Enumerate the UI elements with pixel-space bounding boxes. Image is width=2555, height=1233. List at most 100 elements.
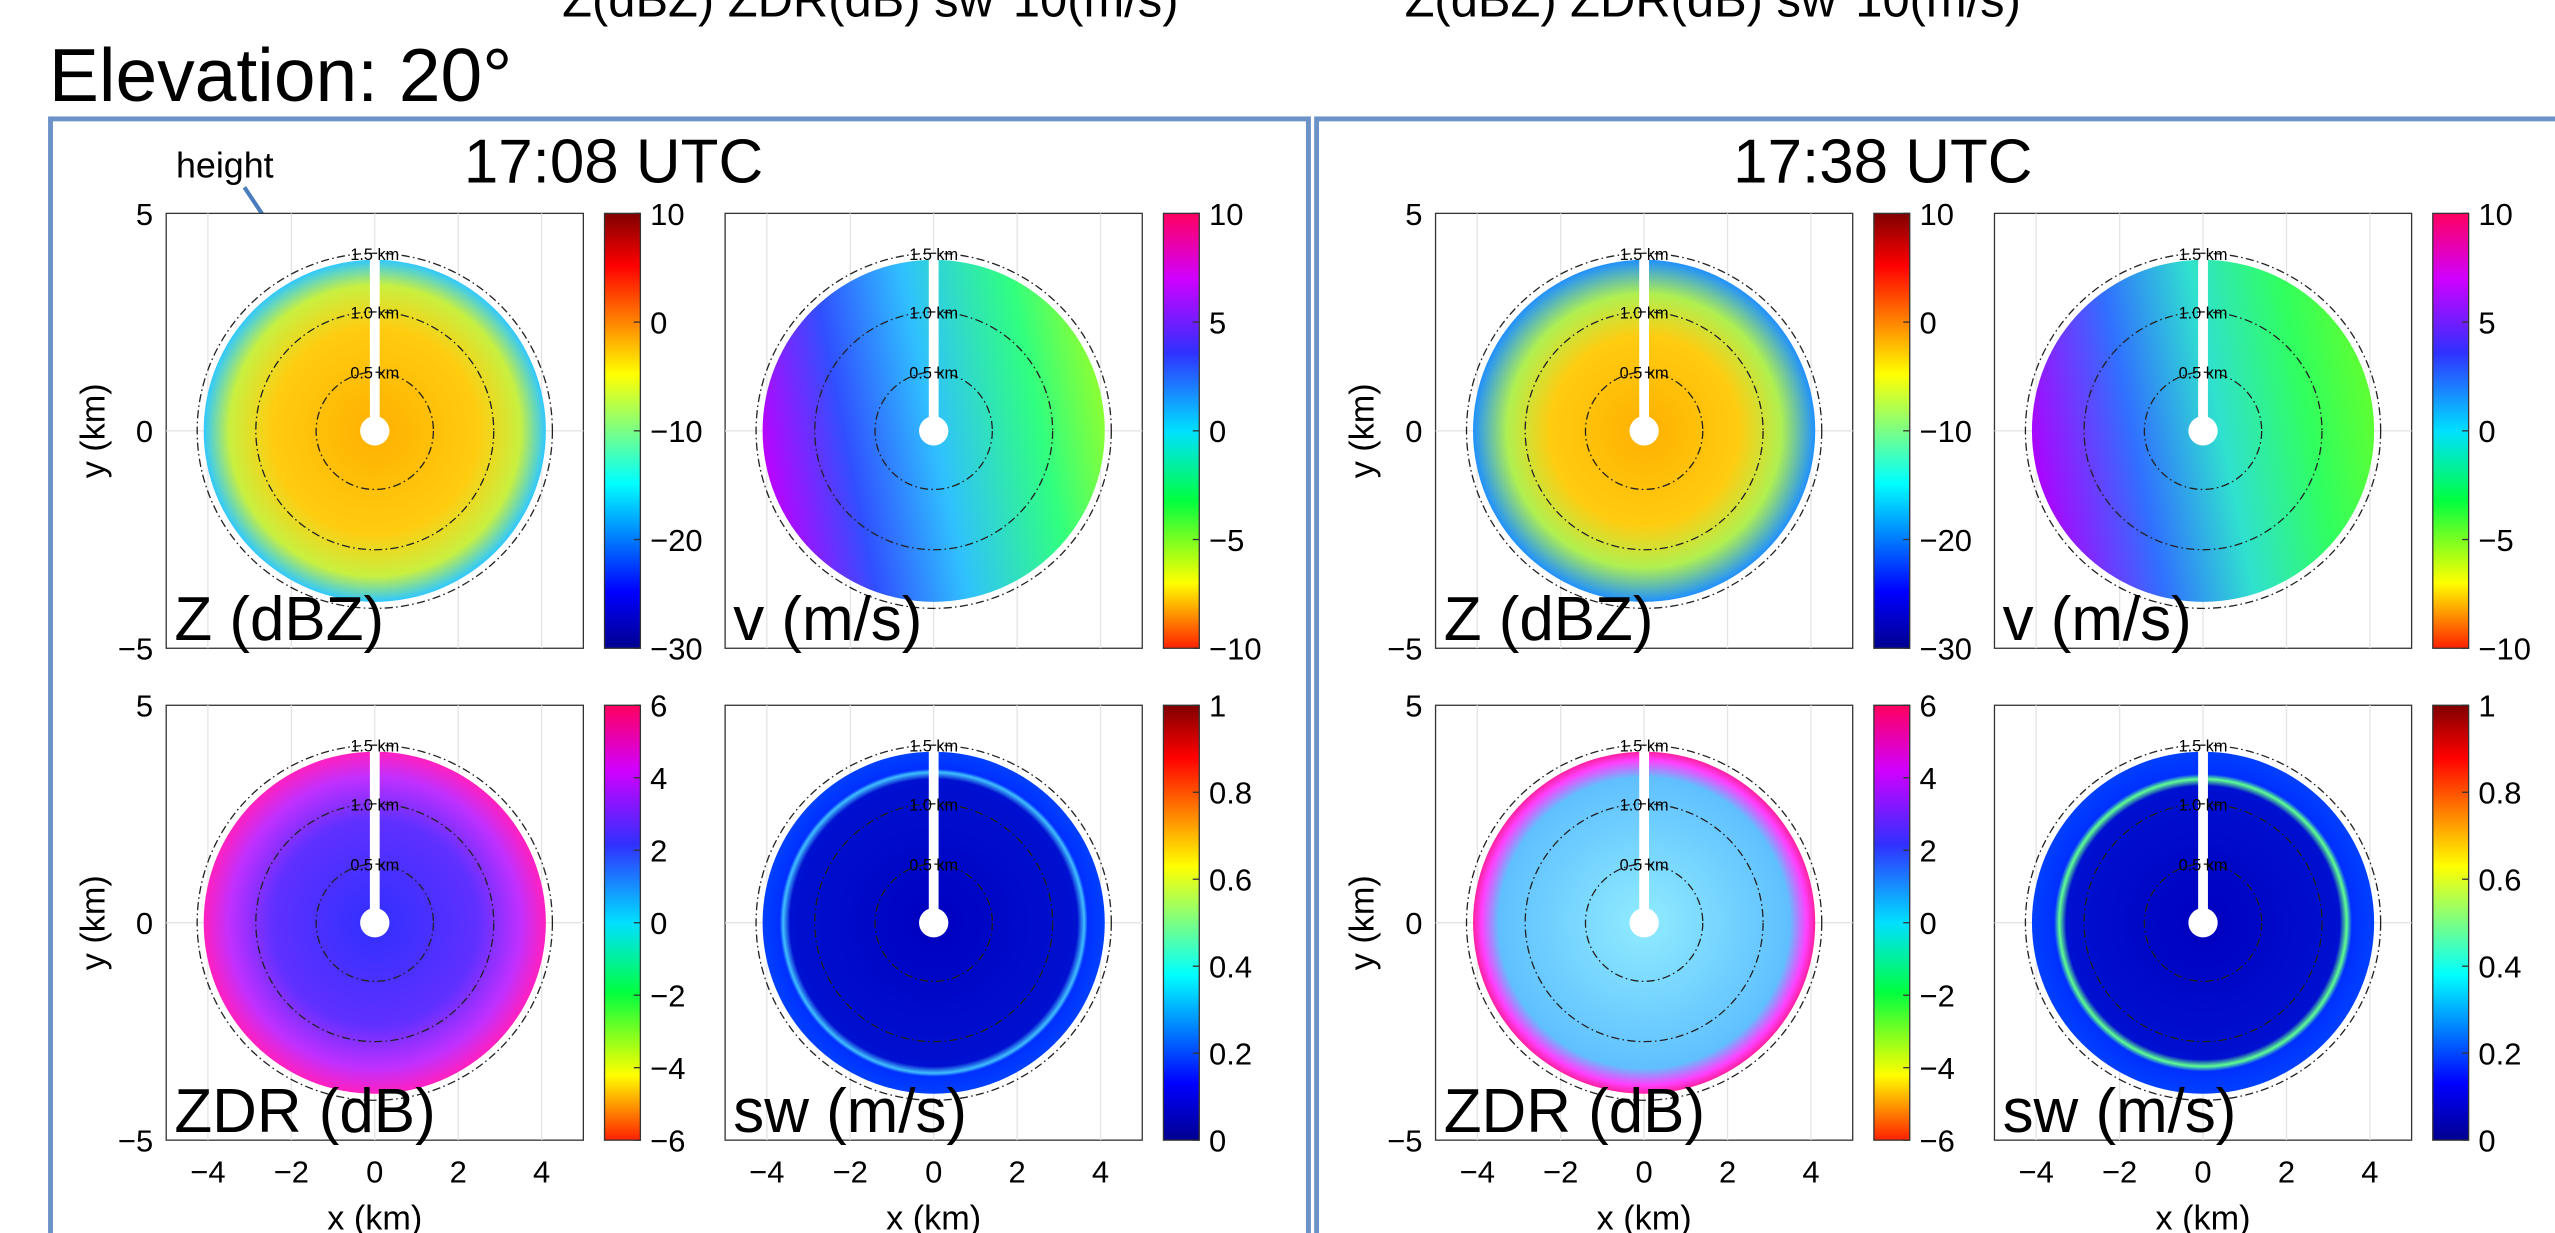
colorbar-tick-label: 1 — [2478, 689, 2495, 724]
range-ring-label: 0.5 km — [2179, 857, 2228, 875]
range-ring — [255, 311, 495, 551]
colorbar — [1162, 704, 1200, 1141]
y-axis-label: y (km) — [1344, 383, 1382, 478]
colorbar-tick-label: 0.4 — [2478, 950, 2521, 985]
colorbar-tick-label: 0 — [1920, 906, 1937, 941]
colorbar-tick-label: 0.4 — [1209, 950, 1252, 985]
y-axis-label: y (km) — [74, 875, 112, 970]
range-ring — [196, 252, 554, 610]
colorbar-tick-label: 0.2 — [2478, 1037, 2521, 1072]
range-ring-label: 1.5 km — [909, 246, 958, 264]
colorbar-tick-label: 0.2 — [1209, 1037, 1252, 1072]
group-frame — [48, 116, 1311, 1233]
colorbar-tick-label: 0 — [650, 306, 667, 341]
y-tick-label: 0 — [136, 414, 153, 449]
range-ring-label: 1.0 km — [2179, 796, 2228, 814]
range-ring-label: 1.5 km — [909, 738, 958, 756]
x-tick-label: −2 — [833, 1155, 868, 1190]
range-ring-label: 1.0 km — [350, 796, 399, 814]
center-hole — [919, 416, 949, 446]
range-ring — [1524, 311, 1764, 551]
x-tick-label: −4 — [749, 1155, 784, 1190]
y-tick-label: 0 — [1405, 414, 1422, 449]
range-ring — [814, 803, 1054, 1043]
y-tick-label: −5 — [118, 632, 153, 667]
x-tick-label: 4 — [1092, 1155, 1109, 1190]
range-ring-label: 1.5 km — [350, 738, 399, 756]
x-tick-label: −2 — [274, 1155, 309, 1190]
range-ring-label: 1.0 km — [909, 796, 958, 814]
colorbar-tick-label: 6 — [650, 689, 667, 724]
y-tick-label: 5 — [1405, 197, 1422, 232]
colorbar-tick-label: 0.6 — [2478, 863, 2521, 898]
panel-label: v (m/s) — [733, 585, 922, 654]
range-ring — [2143, 371, 2263, 491]
range-ring-label: 0.5 km — [909, 365, 958, 383]
x-tick-label: 0 — [2194, 1155, 2211, 1190]
blocked-sector — [369, 254, 380, 418]
colorbar-tick-label: 10 — [650, 197, 684, 232]
x-tick-label: −2 — [2102, 1155, 2137, 1190]
range-ring-label: 0.5 km — [350, 857, 399, 875]
range-ring — [2083, 803, 2323, 1043]
panel-label: Z (dBZ) — [174, 585, 384, 654]
range-ring — [755, 252, 1112, 610]
center-hole — [1629, 416, 1659, 446]
range-ring-label: 1.5 km — [2179, 738, 2228, 756]
y-tick-label: 0 — [136, 906, 153, 941]
colorbar-tick-label: 10 — [2478, 197, 2512, 232]
colorbar-tick-label: 10 — [1209, 197, 1243, 232]
colorbar — [2432, 704, 2470, 1141]
range-ring — [2143, 863, 2263, 983]
range-ring-label: 0.5 km — [1620, 857, 1669, 875]
y-tick-label: 0 — [1405, 906, 1422, 941]
range-ring — [1465, 252, 1823, 610]
colorbar-tick-label: −30 — [1920, 632, 1972, 667]
range-ring — [315, 863, 435, 983]
range-ring-label: 1.5 km — [1620, 246, 1669, 264]
colorbar-tick-label: 0.8 — [1209, 776, 1252, 811]
range-ring-label: 1.5 km — [1620, 738, 1669, 756]
range-ring-label: 1.0 km — [1620, 796, 1669, 814]
colorbar-tick-label: −10 — [1209, 632, 1261, 667]
range-ring — [874, 371, 993, 491]
x-tick-label: 0 — [366, 1155, 383, 1190]
range-ring-label: 0.5 km — [1620, 365, 1669, 383]
center-hole — [2188, 908, 2218, 938]
x-axis-label: x (km) — [327, 1200, 422, 1233]
top-caption: Z(dBZ) ZDR(dB) sw*10(m/s) — [1405, 0, 2021, 27]
colorbar-tick-label: 1 — [1209, 689, 1226, 724]
range-ring-label: 1.0 km — [350, 304, 399, 322]
colorbar-tick-label: 10 — [1920, 197, 1954, 232]
range-ring — [814, 311, 1054, 551]
colorbar-tick-label: −6 — [1920, 1124, 1955, 1159]
x-tick-label: −4 — [2019, 1155, 2054, 1190]
range-ring-label: 0.5 km — [909, 857, 958, 875]
blocked-sector — [928, 254, 939, 418]
range-ring — [874, 863, 993, 983]
colorbar-tick-label: 0 — [650, 906, 667, 941]
colorbar-tick-label: −4 — [1920, 1051, 1955, 1086]
time-label: 17:38 UTC — [1733, 127, 2032, 196]
y-tick-label: −5 — [1387, 1124, 1422, 1159]
x-axis-label: x (km) — [1597, 1200, 1692, 1233]
colorbar-tick-label: 0.6 — [1209, 863, 1252, 898]
range-ring — [315, 371, 435, 491]
range-ring-label: 1.5 km — [350, 246, 399, 264]
y-axis-label: y (km) — [1344, 875, 1382, 970]
range-ring-label: 1.0 km — [1620, 304, 1669, 322]
colorbar-tick-label: −10 — [1920, 414, 1972, 449]
x-tick-label: 2 — [450, 1155, 467, 1190]
colorbar-tick-label: 0 — [2478, 1124, 2495, 1159]
blocked-sector — [2198, 254, 2208, 418]
center-hole — [919, 908, 949, 938]
range-ring — [1584, 863, 1704, 983]
colorbar-tick-label: 4 — [650, 761, 667, 796]
x-tick-label: 0 — [925, 1155, 942, 1190]
x-tick-label: 2 — [1009, 1155, 1026, 1190]
colorbar-tick-label: −10 — [650, 414, 702, 449]
y-tick-label: 5 — [136, 689, 153, 724]
colorbar-tick-label: 5 — [2478, 306, 2495, 341]
